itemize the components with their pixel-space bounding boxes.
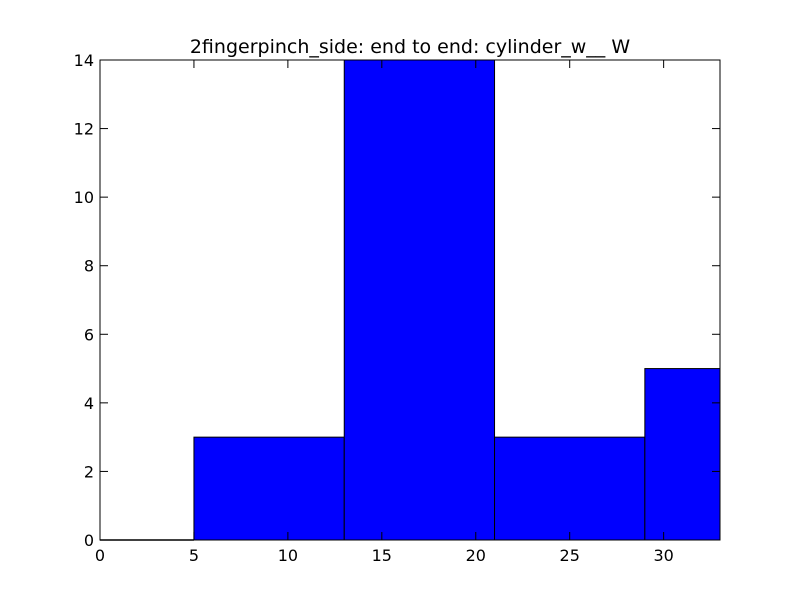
bars-group <box>100 59 721 541</box>
histogram-bar-4 <box>644 368 721 541</box>
plot-frame <box>99 59 721 541</box>
y-tick-label: 10 <box>74 188 94 207</box>
y-tick-label: 4 <box>84 394 94 413</box>
y-tick-label: 0 <box>84 531 94 550</box>
histogram-bar-3 <box>494 436 646 541</box>
y-tick-label: 12 <box>74 120 94 139</box>
y-tick-label: 8 <box>84 257 94 276</box>
x-tick-label: 25 <box>560 546 580 565</box>
y-tick-label: 6 <box>84 325 94 344</box>
chart-title: 2fingerpinch_side: end to end: cylinder_… <box>190 36 631 58</box>
ticks-group <box>99 59 720 541</box>
y-tick-label: 2 <box>84 462 94 481</box>
histogram-bar-2 <box>343 59 496 541</box>
x-tick-label: 20 <box>466 546 486 565</box>
x-tick-label: 0 <box>95 546 105 565</box>
histogram-bar-1 <box>193 436 345 541</box>
x-tick-label: 30 <box>653 546 673 565</box>
x-tick-label: 5 <box>189 546 199 565</box>
x-tick-label: 15 <box>372 546 392 565</box>
y-tick-label: 14 <box>74 51 94 70</box>
x-tick-label: 10 <box>278 546 298 565</box>
tick-labels-group: 0 5 10 15 20 25 30 0 2 4 6 8 10 12 14 <box>74 51 674 565</box>
